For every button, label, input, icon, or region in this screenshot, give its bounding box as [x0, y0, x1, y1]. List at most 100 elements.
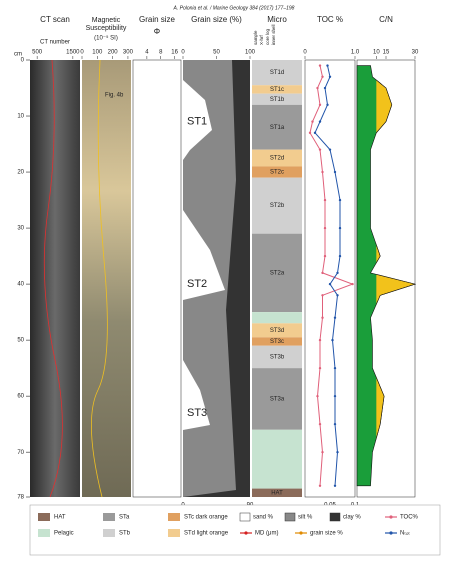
column-label: sample — [253, 30, 258, 45]
x-tick-label: 4 — [145, 50, 149, 56]
x-tick-label: 100 — [92, 50, 103, 56]
toc-frame — [305, 60, 355, 497]
legend-swatch — [103, 513, 115, 521]
ntot-line-point — [339, 227, 341, 229]
ntot-line-point — [334, 171, 336, 173]
panel-title: TOC % — [317, 15, 343, 24]
panel-unit: (10⁻⁵ SI) — [94, 35, 118, 42]
toc-line-point — [311, 120, 313, 122]
toc-line-point — [324, 199, 326, 201]
legend-marker — [389, 515, 392, 518]
ntot-line-point — [329, 76, 331, 78]
x-tick-label: 300 — [123, 50, 134, 56]
x-tick-label: 1500 — [66, 50, 80, 56]
ms-image — [82, 60, 131, 497]
toc-line-point — [351, 283, 353, 285]
unit-label: ST2b — [270, 203, 285, 209]
group-label: ST3 — [187, 407, 207, 419]
legend-label: Pelagic — [54, 531, 74, 537]
legend-marker — [299, 531, 302, 534]
unit-label: ST3d — [270, 328, 284, 334]
ntot-line-point — [334, 367, 336, 369]
toc-line-point — [319, 64, 321, 66]
unit-band — [252, 430, 302, 489]
legend-label: Nₜₒₜ — [400, 531, 410, 537]
x-tick-label: 0 — [80, 50, 84, 56]
depth-tick-label: 20 — [17, 170, 24, 176]
ntot-line-point — [314, 132, 316, 134]
unit-label: ST3b — [270, 355, 285, 361]
toc-line-point — [321, 294, 323, 296]
toc-line-point — [319, 148, 321, 150]
legend-label: STb — [119, 531, 131, 537]
unit-label: ST1b — [270, 97, 285, 103]
column-label: core log — [265, 28, 270, 45]
panel-title: CT scan — [40, 15, 70, 24]
x-tick-label: 16 — [171, 50, 178, 56]
legend-swatch — [168, 529, 180, 537]
legend-frame — [30, 505, 440, 555]
panel-unit: Φ — [154, 27, 160, 36]
legend-label: TOC% — [400, 515, 419, 521]
ntot-line-point — [326, 104, 328, 106]
unit-label: ST3a — [270, 397, 285, 403]
legend-swatch — [285, 513, 295, 521]
depth-tick-label: 60 — [17, 394, 24, 400]
legend-swatch — [38, 529, 50, 537]
x-tick-label: 15 — [383, 50, 390, 56]
unit-band — [252, 312, 302, 323]
x-tick-label: 0 — [303, 50, 307, 56]
legend-swatch — [38, 513, 50, 521]
depth-tick-label: 0 — [21, 58, 25, 64]
ntot-line-point — [334, 423, 336, 425]
x-tick-label: 10 — [373, 50, 380, 56]
x-tick-label: 0 — [181, 50, 185, 56]
x-tick-label: 50 — [213, 50, 220, 56]
unit-label: ST2d — [270, 156, 284, 162]
unit-label: ST1a — [270, 125, 285, 131]
unit-label: ST1c — [270, 87, 284, 93]
legend-label: STd light orange — [184, 531, 229, 537]
toc-line-point — [321, 317, 323, 319]
ntot-line-point — [334, 317, 336, 319]
legend-marker — [389, 531, 392, 534]
ntot-line-point — [324, 87, 326, 89]
toc-line-point — [321, 451, 323, 453]
toc-line-point — [319, 339, 321, 341]
toc-line-point — [319, 485, 321, 487]
depth-tick-label: 50 — [17, 338, 24, 344]
toc-line-point — [319, 367, 321, 369]
figure: A. Polonia et al. / Marine Geology 384 (… — [0, 0, 469, 564]
x-tick-label: 30 — [412, 50, 419, 56]
ntot-line-point — [329, 148, 331, 150]
toc-line-point — [321, 171, 323, 173]
ntot-line-point — [339, 199, 341, 201]
ntot-line-point — [336, 294, 338, 296]
unit-label: ST2a — [270, 270, 285, 276]
panel-title: Grain size (%) — [191, 15, 242, 24]
toc-line-point — [324, 255, 326, 257]
toc-line-point — [321, 76, 323, 78]
running-header: A. Polonia et al. / Marine Geology 384 (… — [173, 5, 295, 11]
ntot-line-point — [319, 120, 321, 122]
ntot-line-point — [331, 339, 333, 341]
depth-tick-label: 30 — [17, 226, 24, 232]
toc-line-point — [309, 132, 311, 134]
toc-line-point — [319, 423, 321, 425]
legend-marker — [244, 531, 247, 534]
unit-label: ST3c — [270, 339, 284, 345]
legend-label: grain size % — [310, 531, 343, 537]
legend-swatch — [103, 529, 115, 537]
unit-label: HAT — [271, 490, 283, 496]
toc-line-point — [324, 227, 326, 229]
panel-title: Grain size — [139, 15, 176, 24]
toc-line-point — [321, 272, 323, 274]
legend-label: STc dark orange — [184, 515, 228, 521]
depth-tick-label: 78 — [17, 495, 24, 501]
toc-line-point — [316, 395, 318, 397]
x-tick-label: 500 — [32, 50, 43, 56]
toc-line-point — [319, 104, 321, 106]
panel-subtitle: CT number — [40, 40, 70, 46]
x-tick-label: 1.0 — [351, 50, 360, 56]
